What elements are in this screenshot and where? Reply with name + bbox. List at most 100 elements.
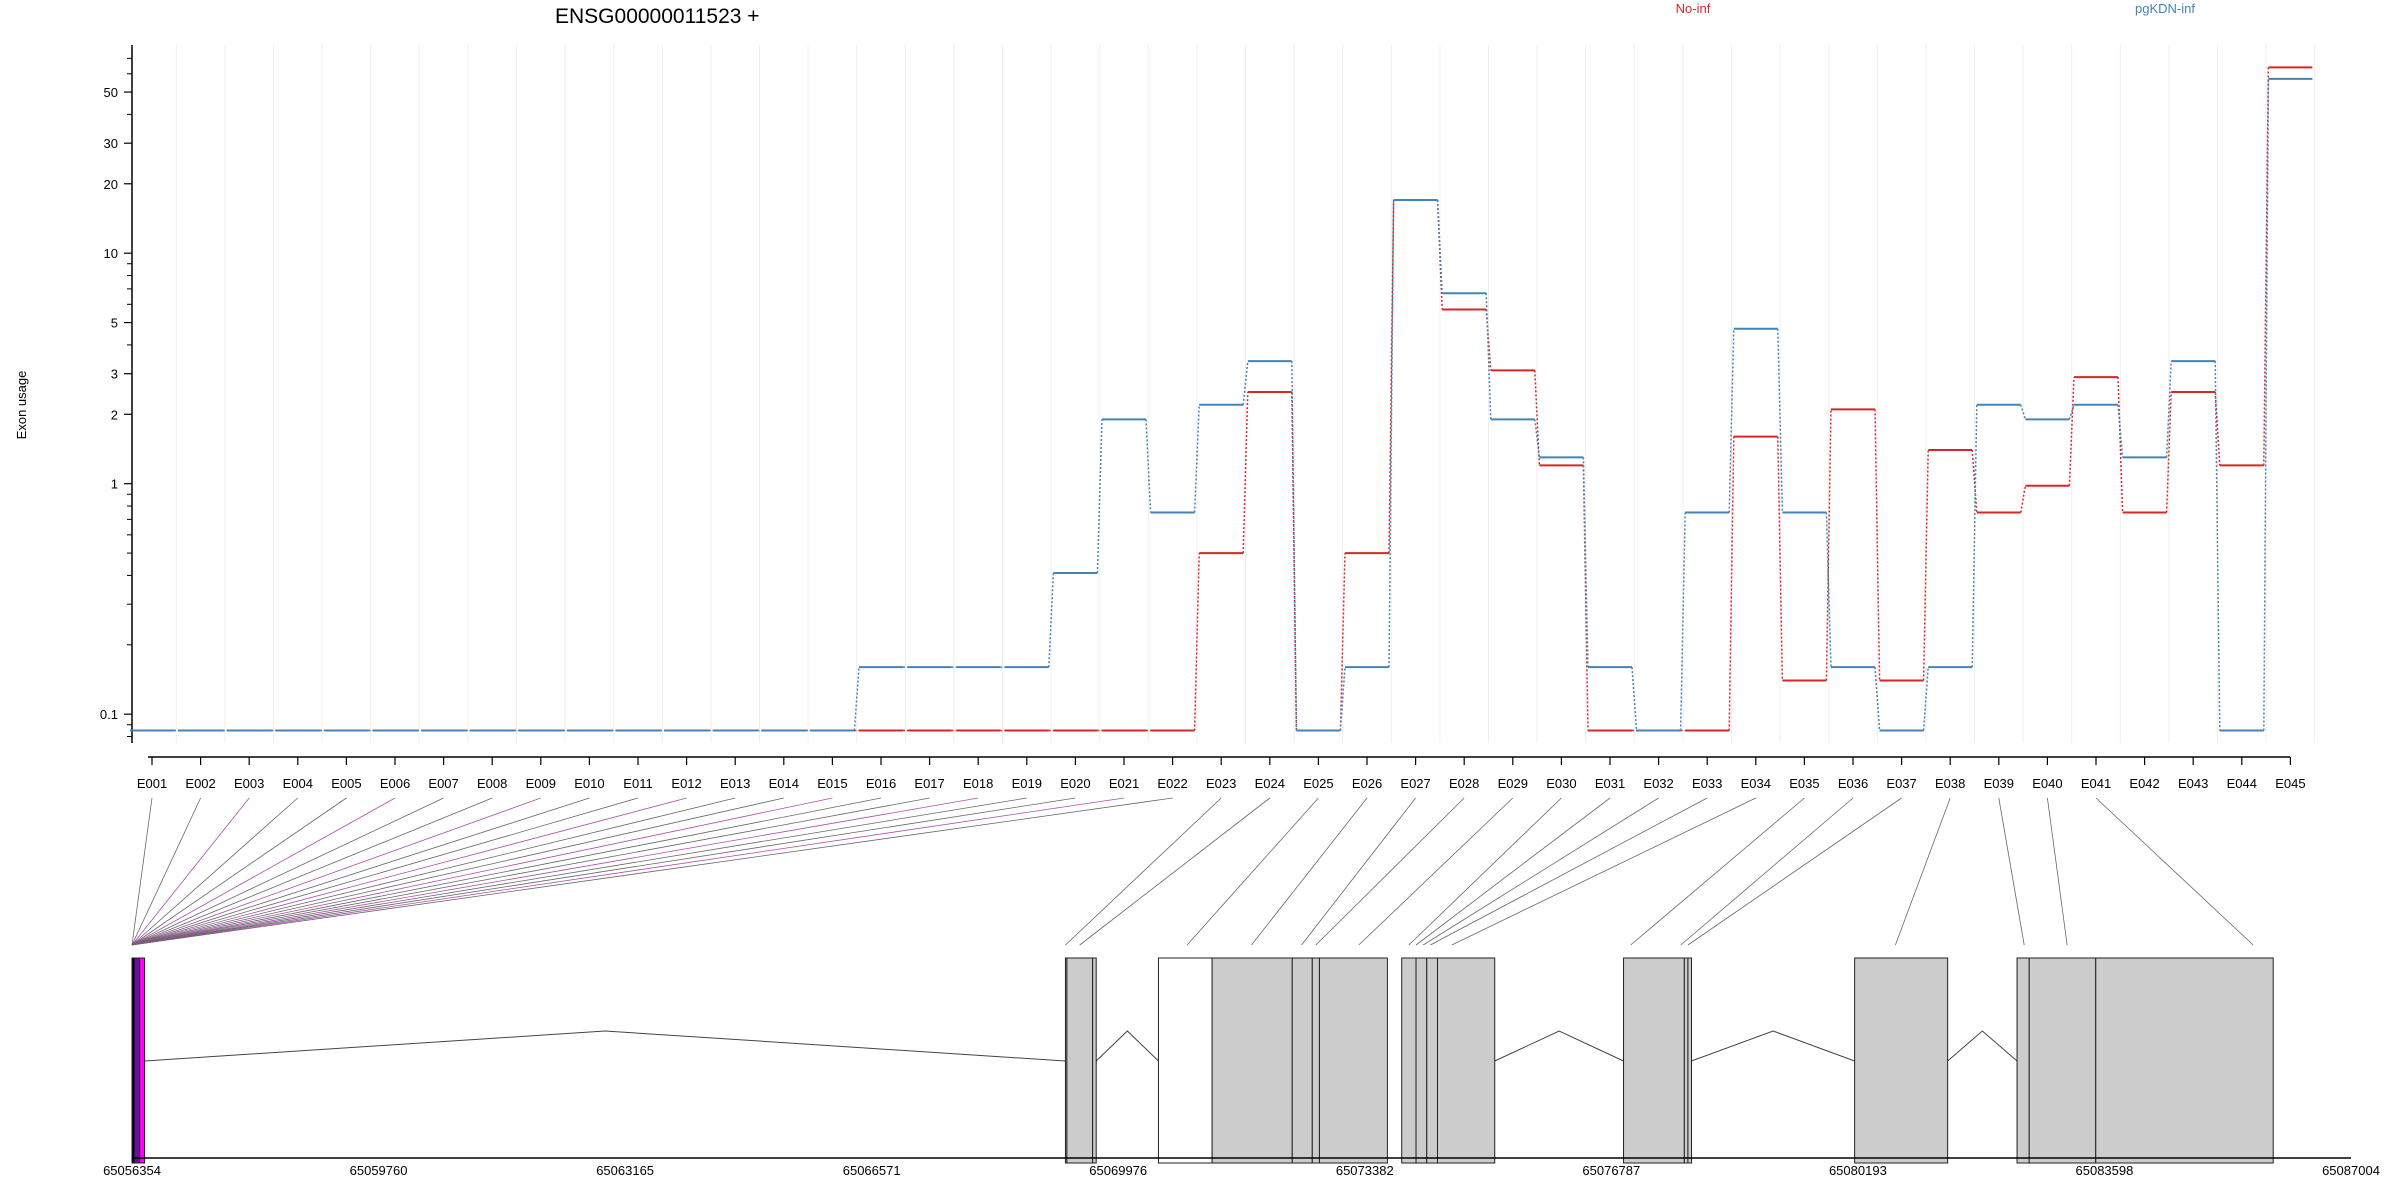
exon-connector — [1079, 797, 1271, 946]
exon-connector — [1186, 797, 1319, 946]
series-connector — [1922, 667, 1929, 731]
exon-connector — [131, 797, 639, 946]
series-connector — [1242, 361, 1249, 405]
x-tick-label: E029 — [1498, 776, 1528, 791]
gene-model — [131, 957, 2274, 1164]
exon-connector — [1301, 797, 1416, 946]
exon-connector — [131, 797, 590, 946]
exon-connector — [1998, 797, 2025, 946]
y-tick-label: 2 — [111, 407, 118, 422]
series-connector — [2165, 361, 2172, 458]
plot-area — [131, 45, 2290, 758]
x-axis-ticks: E001 E002 E003 E004 E005 E006 E007 E008 E009 E010… — [137, 757, 2306, 791]
exon-connector — [131, 797, 882, 946]
y-axis-label: Exon usage — [14, 371, 29, 440]
intron-line — [1691, 1030, 1855, 1062]
x-tick-label: E042 — [2129, 776, 2159, 791]
series-connector — [1485, 293, 1492, 420]
series-connector — [1096, 419, 1103, 573]
x-tick-label: E045 — [2275, 776, 2305, 791]
exon-connector — [131, 797, 979, 946]
x-tick-label: E006 — [380, 776, 410, 791]
exon-connector — [1422, 797, 1659, 946]
series-connector — [2020, 404, 2027, 420]
series-connector — [1291, 361, 1298, 731]
x-tick-label: E015 — [817, 776, 847, 791]
x-tick-label: E008 — [477, 776, 507, 791]
series-connector — [2214, 391, 2221, 466]
x-tick-label: E004 — [283, 776, 313, 791]
genome-tick-label: 65063165 — [596, 1163, 654, 1178]
y-tick-label: 50 — [104, 85, 118, 100]
series-connector — [1777, 436, 1784, 681]
exon-box — [1211, 957, 1293, 1164]
x-tick-label: E018 — [963, 776, 993, 791]
x-tick-label: E009 — [526, 776, 556, 791]
x-tick-label: E005 — [331, 776, 361, 791]
y-tick-label: 0.1 — [100, 707, 118, 722]
exon-connector — [1251, 797, 1368, 946]
x-tick-label: E028 — [1449, 776, 1479, 791]
y-tick-label: 5 — [111, 316, 118, 331]
exon-connector — [131, 797, 1076, 946]
series-connector — [1339, 553, 1346, 731]
exon-connector — [1687, 797, 1902, 946]
x-tick-label: E034 — [1741, 776, 1771, 791]
exon-connector — [1895, 797, 1951, 946]
series-connector — [1971, 449, 1978, 513]
x-tick-label: E032 — [1643, 776, 1673, 791]
x-tick-label: E001 — [137, 776, 167, 791]
exon-connector — [131, 797, 1027, 946]
genome-tick-label: 65059760 — [350, 1163, 408, 1178]
x-tick-label: E012 — [671, 776, 701, 791]
exon-connector — [131, 797, 541, 946]
series-connector — [1388, 200, 1395, 554]
series-connector — [1874, 409, 1881, 681]
series-connector — [1679, 512, 1686, 731]
genome-tick-label: 65087004 — [2322, 1163, 2380, 1178]
genome-tick-label: 65069976 — [1089, 1163, 1147, 1178]
genome-tick-label: 65076787 — [1582, 1163, 1640, 1178]
x-tick-label: E010 — [574, 776, 604, 791]
exon-connector — [2095, 797, 2254, 946]
series-connector — [1874, 667, 1881, 731]
vertical-grid — [175, 45, 2316, 743]
exon-connector — [131, 797, 1173, 946]
x-tick-label: E027 — [1400, 776, 1430, 791]
exon-connector — [1680, 797, 1854, 946]
x-tick-label: E002 — [185, 776, 215, 791]
series-connector — [1193, 404, 1200, 513]
exon-connector — [131, 797, 299, 946]
exon-box — [1436, 957, 1496, 1164]
exon-connector — [131, 797, 347, 946]
genome-axis: 65056354 65059760 65063165 65066571 65069976… — [103, 1157, 2380, 1178]
x-tick-label: E040 — [2032, 776, 2062, 791]
exon-box — [1687, 957, 1692, 1164]
legend-no-inf: No-inf — [1676, 1, 1711, 16]
x-tick-label: E007 — [428, 776, 458, 791]
x-tick-label: E003 — [234, 776, 264, 791]
intron-line — [1095, 1030, 1159, 1062]
exon-box — [134, 957, 141, 1164]
exon-box — [2095, 957, 2274, 1164]
x-tick-label: E011 — [623, 776, 652, 791]
series-connector — [1922, 449, 1929, 681]
exon-connector — [131, 797, 833, 946]
x-tick-label: E031 — [1595, 776, 1625, 791]
exon-box — [2016, 957, 2030, 1164]
exon-connector — [1415, 797, 1611, 946]
exon-box — [1854, 957, 1949, 1164]
x-tick-label: E037 — [1886, 776, 1916, 791]
series-connector — [2020, 485, 2027, 513]
x-tick-label: E033 — [1692, 776, 1722, 791]
exon-connector — [131, 797, 493, 946]
x-tick-label: E016 — [866, 776, 896, 791]
exon-box — [1291, 957, 1313, 1164]
exon-box — [1426, 957, 1438, 1164]
x-tick-label: E022 — [1157, 776, 1187, 791]
exon-box — [1092, 957, 1097, 1164]
y-tick-label: 1 — [111, 477, 118, 492]
series-connector — [1728, 328, 1735, 513]
y-tick-label: 10 — [104, 246, 118, 261]
